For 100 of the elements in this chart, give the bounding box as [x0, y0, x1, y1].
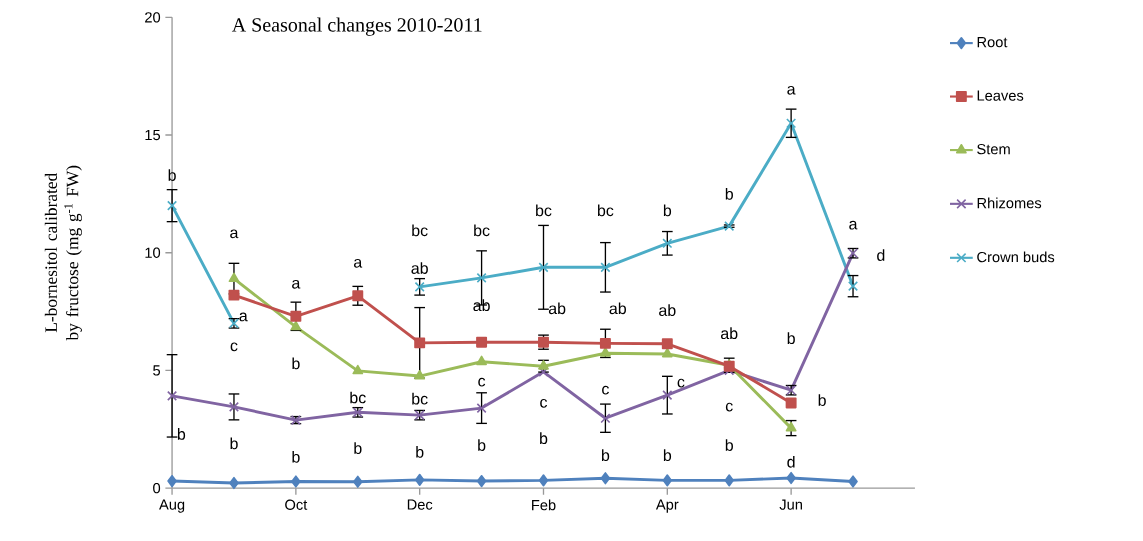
- annotation: a: [354, 258, 363, 268]
- legend-label: Leaves: [977, 90, 1024, 101]
- annotation: ab: [548, 302, 566, 315]
- point: [167, 390, 178, 401]
- point: [662, 390, 673, 401]
- annotation: b: [725, 439, 733, 451]
- point: [476, 402, 487, 414]
- annotation: c: [602, 385, 609, 395]
- annotation: b: [292, 357, 300, 370]
- chart-title: A Seasonal changes 2010-2011: [231, 17, 482, 36]
- y-tick-label: 10: [145, 247, 161, 258]
- point: [476, 336, 488, 348]
- annotation: bc: [597, 204, 614, 217]
- annotation: b: [478, 439, 486, 451]
- point: [167, 474, 177, 488]
- point: [291, 475, 301, 488]
- annotation: c: [478, 377, 486, 387]
- annotation: a: [787, 85, 796, 95]
- annotation: b: [540, 432, 548, 445]
- x-tick-label: Apr: [655, 499, 679, 513]
- point: [476, 355, 488, 366]
- legend-label: Root: [977, 37, 1008, 48]
- point: [290, 320, 302, 331]
- annotation: b: [601, 449, 610, 461]
- point: [352, 290, 364, 302]
- point: [662, 238, 673, 249]
- annotation: a: [239, 312, 248, 322]
- point: [661, 338, 673, 350]
- point: [785, 397, 797, 409]
- point: [229, 476, 239, 490]
- point: [352, 364, 364, 375]
- annotation: ab: [609, 302, 626, 315]
- y-tick-label: 0: [153, 482, 161, 494]
- annotation: a: [292, 279, 301, 289]
- legend-label: Rhizomes: [977, 197, 1042, 209]
- annotation: bc: [350, 391, 366, 404]
- point: [167, 200, 178, 211]
- annotation: bc: [412, 224, 428, 237]
- point: [228, 272, 240, 283]
- point: [599, 337, 611, 349]
- legend-label: Stem: [977, 143, 1010, 155]
- annotation: ab: [659, 304, 676, 316]
- point: [228, 401, 240, 412]
- point: [786, 471, 796, 485]
- x-tick-label: Aug: [159, 499, 185, 513]
- annotation: bc: [536, 204, 552, 217]
- annotation: b: [663, 204, 672, 217]
- annotation: b: [416, 445, 424, 458]
- point: [724, 221, 735, 232]
- annotation: b: [230, 437, 238, 450]
- point: [538, 262, 549, 273]
- annotation: a: [230, 229, 239, 239]
- annotation: c: [725, 402, 733, 412]
- point: [476, 474, 487, 488]
- annotation: b: [354, 442, 362, 454]
- point: [600, 262, 611, 273]
- annotation: d: [877, 249, 885, 261]
- annotation: ab: [411, 262, 428, 274]
- point: [538, 474, 549, 487]
- point: [785, 421, 797, 432]
- point: [847, 281, 859, 292]
- x-tick-label: Dec: [407, 499, 433, 510]
- annotation: b: [292, 450, 300, 463]
- annotation: bc: [412, 392, 428, 405]
- point: [228, 289, 240, 301]
- annotation: b: [168, 169, 176, 181]
- annotation: d: [787, 455, 795, 468]
- point: [600, 472, 611, 485]
- point: [662, 474, 673, 487]
- point: [600, 413, 611, 424]
- annotation: b: [177, 428, 186, 440]
- point: [599, 347, 611, 357]
- x-tick-label: Jun: [779, 499, 802, 510]
- point: [476, 272, 487, 283]
- point: [414, 369, 426, 380]
- annotation: c: [540, 398, 548, 408]
- annotation: b: [787, 332, 795, 344]
- point: [414, 281, 425, 292]
- y-tick-label: 15: [145, 129, 161, 141]
- y-tick-label: 5: [153, 365, 161, 376]
- point: [290, 310, 302, 322]
- y-tick-label: 20: [145, 12, 161, 23]
- annotation: c: [230, 342, 238, 352]
- annotation: b: [663, 449, 672, 461]
- point: [414, 337, 426, 349]
- annotation: b: [818, 394, 826, 406]
- point: [848, 475, 858, 488]
- annotation: ab: [473, 299, 490, 312]
- x-tick-label: Oct: [285, 499, 308, 510]
- annotation: c: [677, 378, 685, 388]
- point: [352, 475, 363, 488]
- annotation: bc: [474, 224, 490, 237]
- annotation: ab: [720, 327, 738, 340]
- point: [414, 473, 425, 486]
- point: [786, 118, 797, 129]
- point: [724, 474, 735, 487]
- legend-label: Crown buds: [977, 251, 1055, 263]
- annotation: b: [725, 187, 733, 200]
- annotation: a: [849, 220, 858, 230]
- x-tick-label: Feb: [532, 499, 556, 511]
